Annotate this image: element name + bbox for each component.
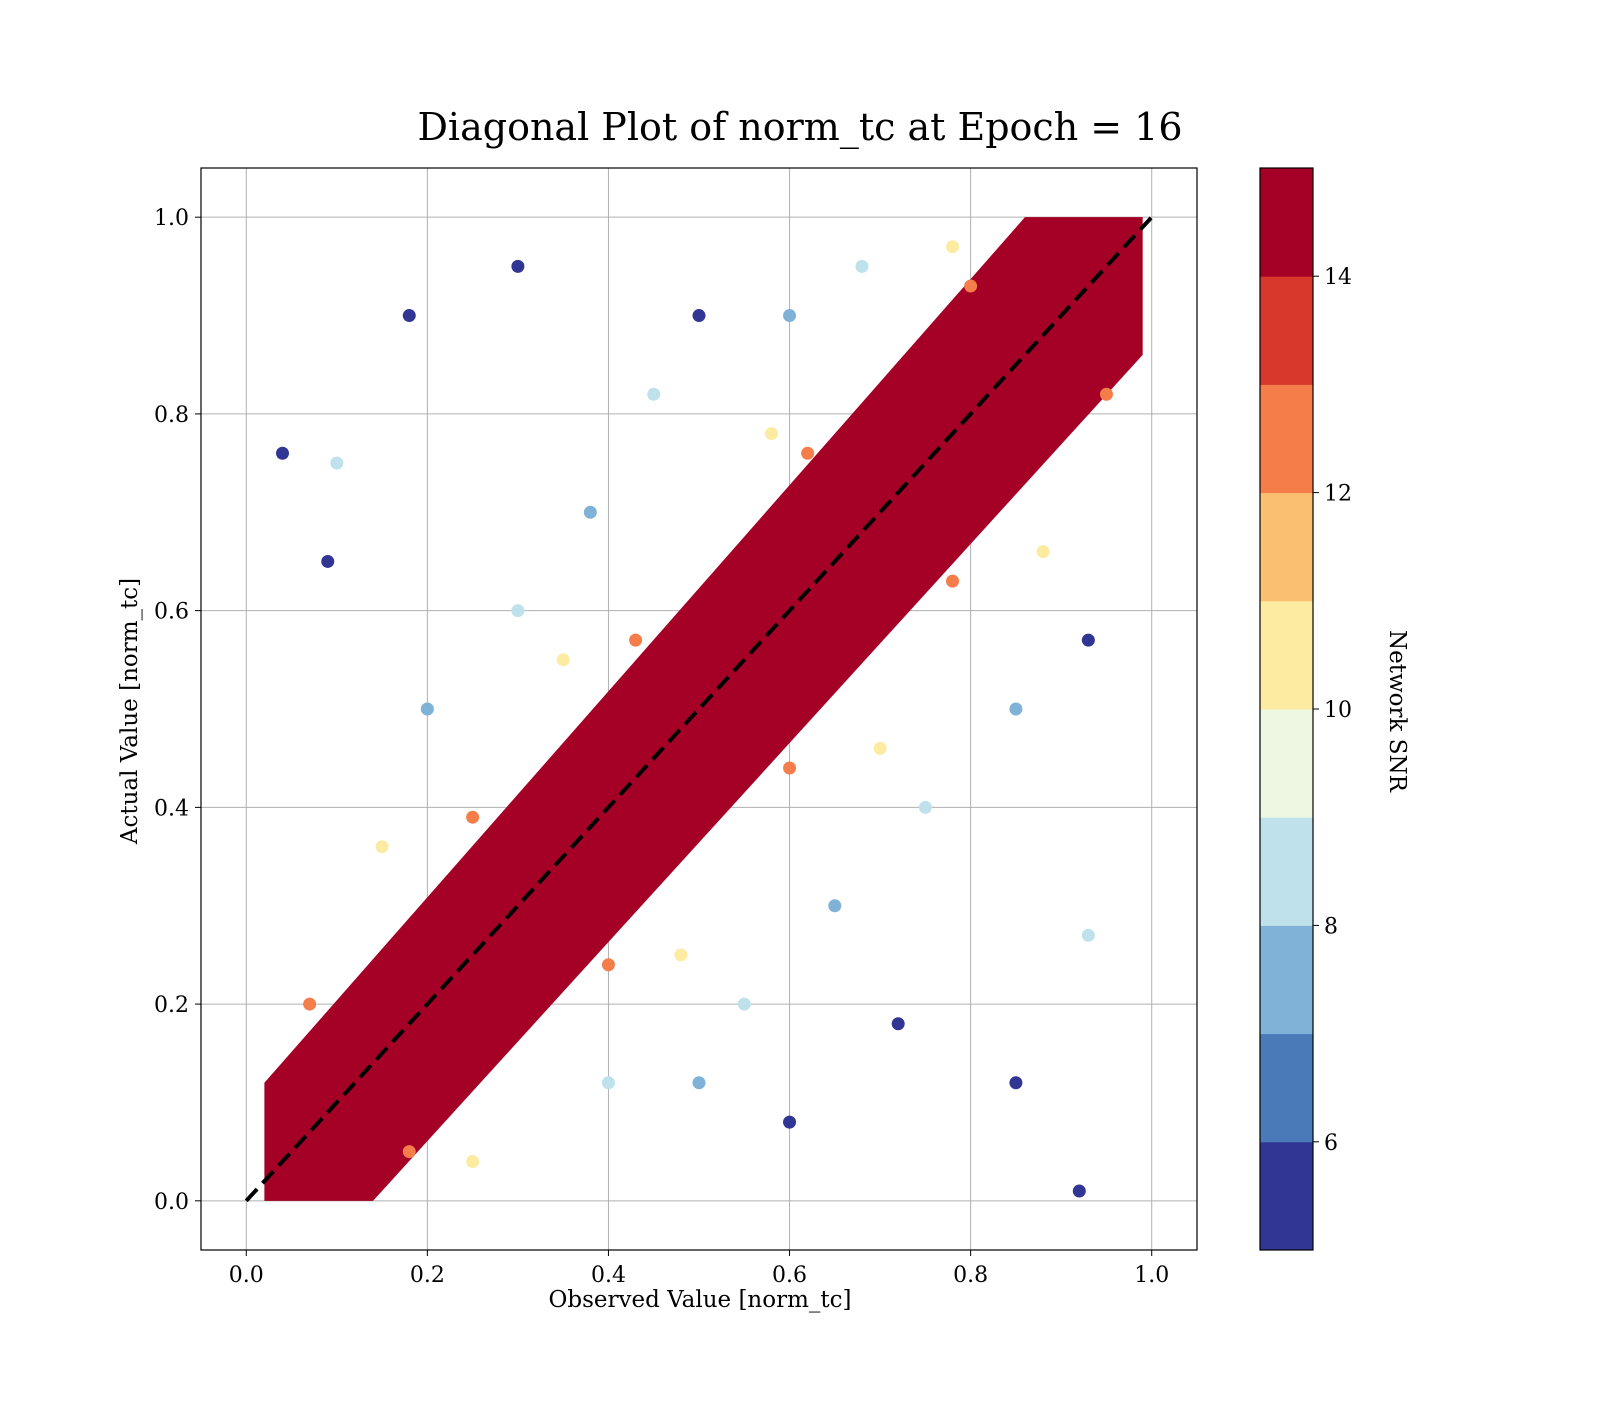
colorbar-label: Network SNR <box>1384 630 1410 793</box>
scatter-point <box>828 545 842 559</box>
scatter-point <box>348 1125 362 1139</box>
scatter-point <box>891 1017 905 1031</box>
scatter-point <box>601 791 615 805</box>
scatter-point <box>692 633 706 647</box>
scatter-point <box>674 948 688 962</box>
x-tick-label: 0.2 <box>410 1263 445 1288</box>
scatter-point <box>402 1145 416 1159</box>
scatter-point <box>601 1076 615 1090</box>
y-tick-label: 0.4 <box>154 796 189 821</box>
scatter-point <box>946 240 960 254</box>
scatter-point <box>737 997 751 1011</box>
scatter-point <box>918 800 932 814</box>
scatter-point <box>629 633 643 647</box>
y-tick-label: 0.6 <box>154 600 189 625</box>
colorbar-tick-label: 12 <box>1324 482 1352 507</box>
colorbar-tick-label: 6 <box>1324 1131 1338 1156</box>
scatter-point <box>601 958 615 972</box>
scatter-point <box>303 997 317 1011</box>
scatter-point <box>420 702 434 716</box>
scatter-point <box>1099 387 1113 401</box>
x-tick-label: 0.4 <box>591 1263 626 1288</box>
colorbar: 6 8 10 12 14 <box>1259 167 1352 1251</box>
scatter-point <box>1036 545 1050 559</box>
scatter-point <box>692 309 706 323</box>
plot-area: 0.0 0.2 0.4 0.6 0.8 1.0 0.0 0.2 0.4 0.6 0.8 1.0 <box>154 167 1198 1288</box>
y-tick-label: 0.2 <box>154 993 189 1018</box>
x-tick-label: 0.6 <box>772 1263 807 1288</box>
scatter-point <box>511 604 525 618</box>
y-tick-label: 1.0 <box>154 206 189 231</box>
scatter-point <box>1072 1184 1086 1198</box>
colorbar-segment <box>1260 492 1313 602</box>
colorbar-tick-label: 8 <box>1324 914 1338 939</box>
scatter-point <box>946 574 960 588</box>
chart-title: Diagonal Plot of norm_tc at Epoch = 16 <box>417 105 1182 150</box>
scatter-point <box>783 1115 797 1129</box>
colorbar-tick-label: 14 <box>1324 265 1352 290</box>
scatter-point <box>1009 348 1023 362</box>
scatter-point <box>1099 240 1113 254</box>
x-tick-label: 0.0 <box>229 1263 264 1288</box>
scatter-point <box>312 1076 326 1090</box>
scatter-point <box>285 1174 299 1188</box>
colorbar-segment <box>1260 168 1313 277</box>
colorbar-segment <box>1260 925 1313 1035</box>
scatter-point <box>466 810 480 824</box>
scatter-point <box>647 387 661 401</box>
scatter-point <box>1081 928 1095 942</box>
colorbar-segment <box>1260 276 1313 385</box>
scatter-point <box>873 741 887 755</box>
colorbar-tick-label: 10 <box>1324 698 1352 723</box>
scatter-point <box>873 564 887 578</box>
plot-frame <box>200 167 1198 1251</box>
scatter-point <box>1036 407 1050 421</box>
scatter-point <box>783 309 797 323</box>
scatter-point <box>583 505 597 519</box>
scatter-point <box>964 279 978 293</box>
x-tick-label: 1.0 <box>1134 1263 1169 1288</box>
scatter-point <box>828 899 842 913</box>
scatter-point <box>511 259 525 273</box>
scatter-point <box>556 653 570 667</box>
y-axis-label: Actual Value [norm_tc] <box>117 578 143 845</box>
colorbar-segment <box>1260 817 1313 926</box>
scatter-point <box>466 1154 480 1168</box>
colorbar-segment <box>1260 1033 1313 1143</box>
scatter-point <box>801 446 815 460</box>
colorbar-segment <box>1260 1141 1313 1251</box>
scatter-point <box>330 456 344 470</box>
scatter-point <box>783 761 797 775</box>
colorbar-segment <box>1260 709 1313 818</box>
scatter-point <box>764 427 778 441</box>
scatter-point <box>1072 230 1086 244</box>
y-tick-label: 0.8 <box>154 403 189 428</box>
scatter-point <box>1009 702 1023 716</box>
colorbar-segment <box>1260 600 1313 710</box>
x-tick-label: 0.8 <box>953 1263 988 1288</box>
scatter-points <box>264 217 1143 1201</box>
scatter-point <box>511 958 525 972</box>
scatter-point <box>275 446 289 460</box>
x-axis-label: Observed Value [norm_tc] <box>549 1287 852 1313</box>
scatter-point <box>402 309 416 323</box>
identity-reference-line <box>244 215 1154 1203</box>
colorbar-segment <box>1260 384 1313 494</box>
scatter-point <box>692 1076 706 1090</box>
scatter-point <box>1081 633 1095 647</box>
y-tick-label: 0.0 <box>154 1190 189 1215</box>
scatter-point <box>1009 1076 1023 1090</box>
scatter-point <box>375 840 389 854</box>
scatter-point <box>855 259 869 273</box>
scatter-point <box>466 958 480 972</box>
scatter-point <box>321 554 335 568</box>
scatter-point <box>330 1115 344 1129</box>
